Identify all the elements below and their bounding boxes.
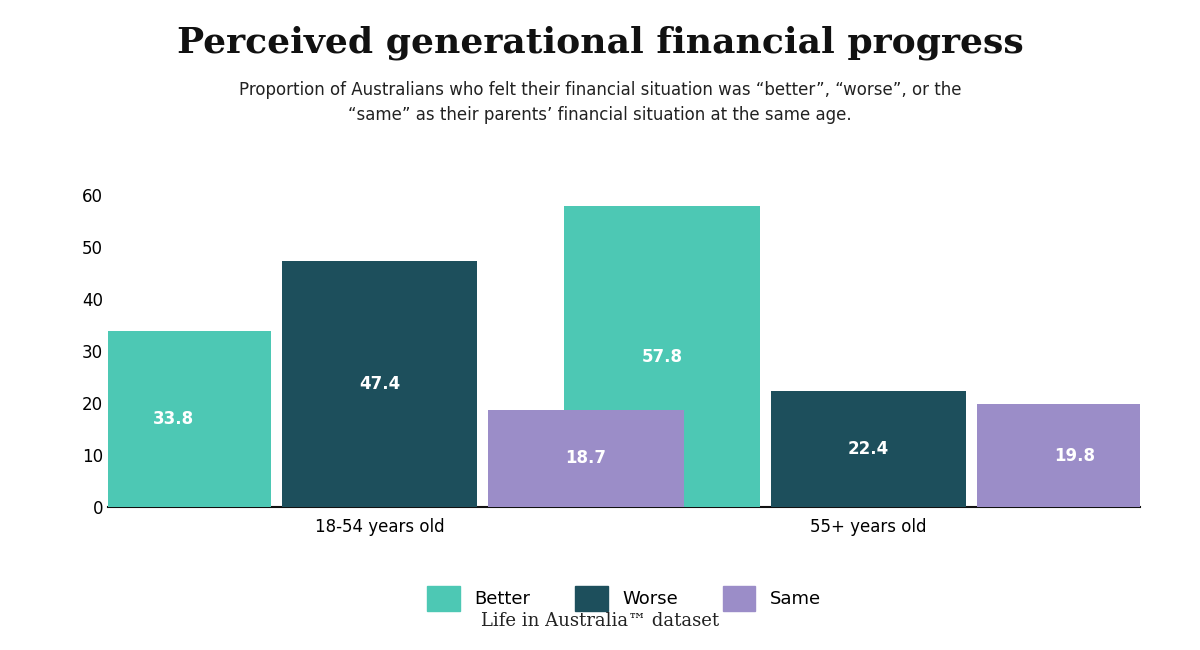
Bar xyxy=(76,332,271,507)
Bar xyxy=(488,410,684,507)
Bar xyxy=(564,207,760,507)
Bar xyxy=(770,391,966,507)
Text: 22.4: 22.4 xyxy=(847,440,889,458)
Bar xyxy=(282,261,478,507)
Text: 19.8: 19.8 xyxy=(1055,447,1096,465)
Bar xyxy=(977,404,1172,507)
Text: 57.8: 57.8 xyxy=(642,348,683,366)
Legend: Better, Worse, Same: Better, Worse, Same xyxy=(418,577,830,621)
Text: 47.4: 47.4 xyxy=(359,375,401,393)
Text: 18.7: 18.7 xyxy=(565,449,606,467)
Text: Proportion of Australians who felt their financial situation was “better”, “wors: Proportion of Australians who felt their… xyxy=(239,81,961,124)
Text: 33.8: 33.8 xyxy=(152,410,193,428)
Text: Perceived generational financial progress: Perceived generational financial progres… xyxy=(176,26,1024,60)
Text: Life in Australia™ dataset: Life in Australia™ dataset xyxy=(481,612,719,630)
